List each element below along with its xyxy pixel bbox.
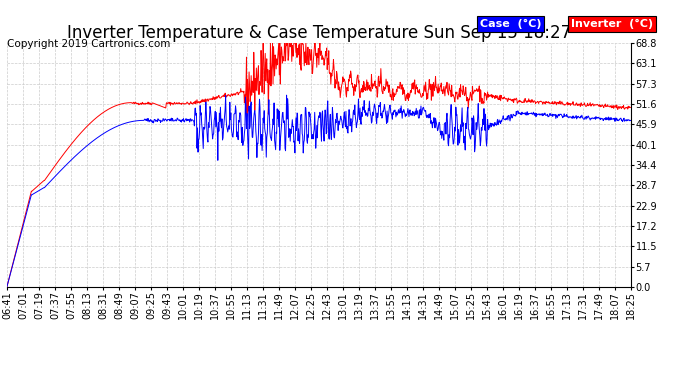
Title: Inverter Temperature & Case Temperature Sun Sep 15 18:27: Inverter Temperature & Case Temperature … xyxy=(67,24,571,42)
Text: Inverter  (°C): Inverter (°C) xyxy=(571,19,653,29)
Text: Case  (°C): Case (°C) xyxy=(480,19,541,29)
Text: Copyright 2019 Cartronics.com: Copyright 2019 Cartronics.com xyxy=(7,39,170,50)
